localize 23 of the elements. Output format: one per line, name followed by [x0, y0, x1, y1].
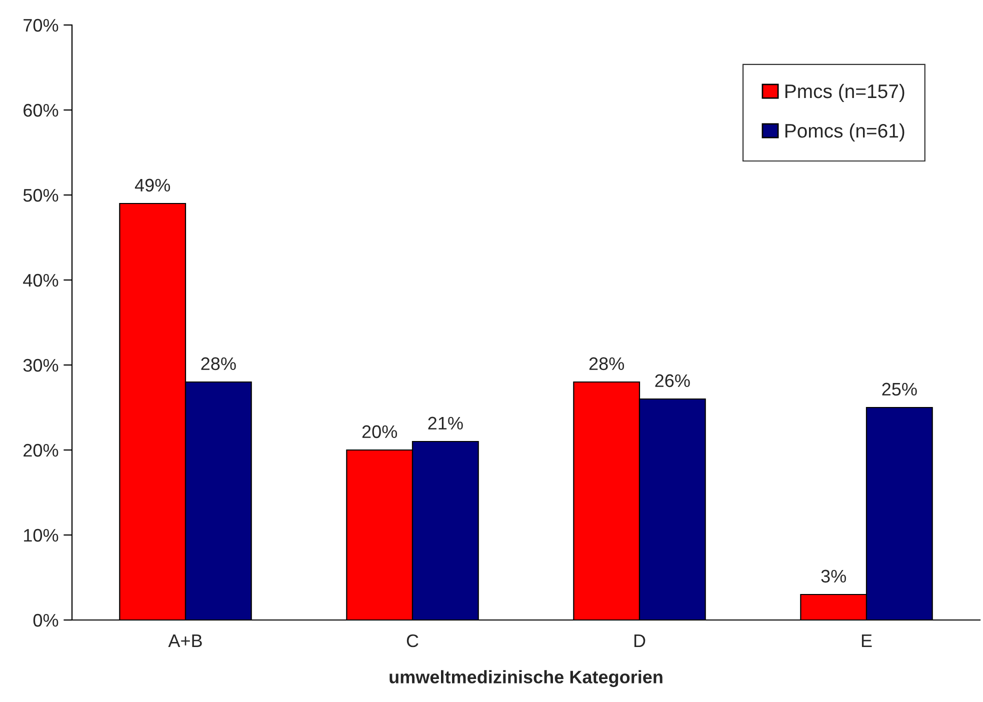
- data-label: 28%: [201, 357, 236, 370]
- data-label: 26%: [655, 374, 690, 388]
- data-label: 20%: [362, 425, 398, 438]
- data-label: 21%: [428, 416, 463, 430]
- x-tick-label: A+B: [168, 634, 202, 647]
- y-tick-label: 50%: [23, 188, 58, 202]
- legend-label: Pmcs (n=157): [785, 84, 904, 102]
- data-label: 49%: [134, 178, 170, 192]
- legend-label: Pomcs (n=61): [785, 123, 904, 142]
- x-tick-label: D: [634, 634, 646, 647]
- data-label: 25%: [882, 382, 917, 396]
- y-tick-label: 40%: [23, 274, 58, 287]
- y-tick-label: 10%: [24, 528, 58, 542]
- y-tick-label: 70%: [24, 18, 58, 32]
- x-axis-title: umweltmedizinische Kategorien: [390, 670, 662, 688]
- x-tick-label: C: [406, 634, 418, 648]
- y-tick-label: 60%: [24, 104, 58, 117]
- x-tick-label: E: [862, 634, 872, 647]
- y-tick-label: 0%: [33, 614, 58, 627]
- data-label: 28%: [589, 357, 624, 370]
- y-tick-label: 30%: [23, 358, 58, 372]
- y-tick-label: 20%: [24, 444, 58, 457]
- data-label: 3%: [821, 570, 846, 583]
